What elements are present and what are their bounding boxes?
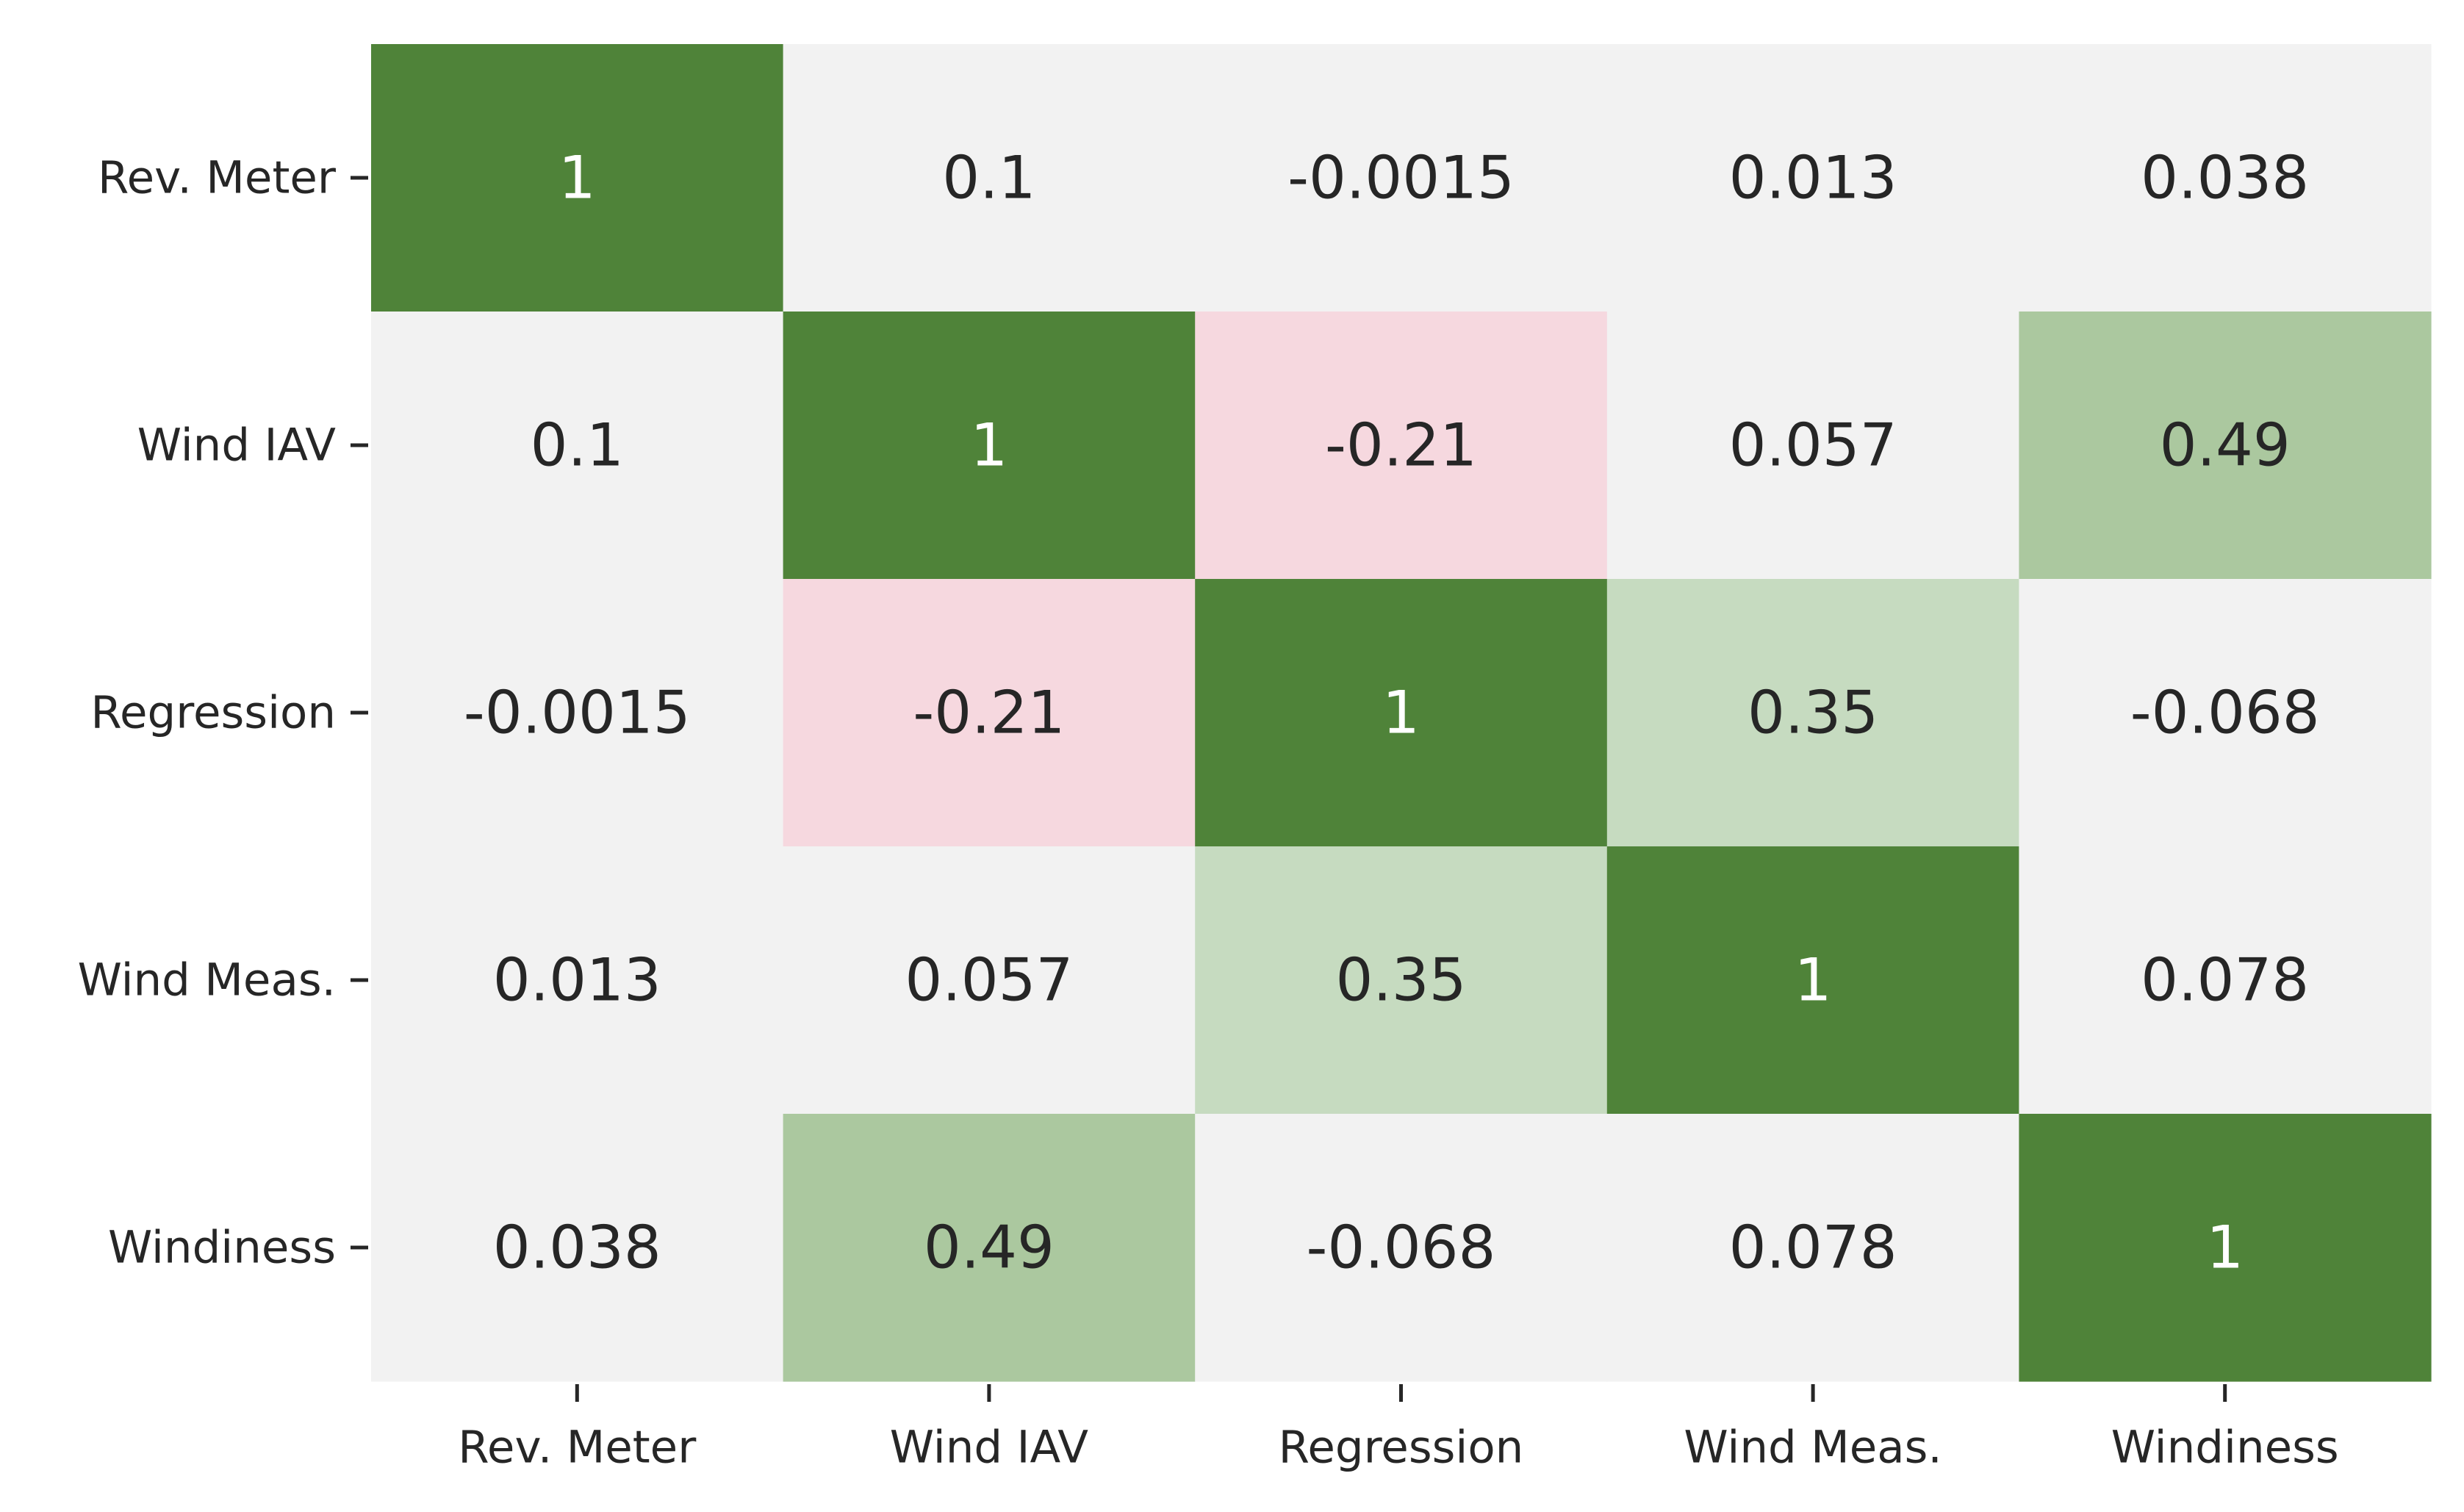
heatmap-cell-regression-rev-meter	[371, 579, 784, 847]
heatmap-cell-rev-meter-regression	[1195, 44, 1608, 312]
cell-value-label: 0.35	[1335, 946, 1466, 1015]
cell-value-label: 0.038	[2141, 144, 2309, 212]
cell-value-label: -0.0015	[464, 679, 691, 747]
y-tick-label-rev-meter: Rev. Meter	[98, 152, 337, 204]
cell-value-label: 0.078	[2141, 946, 2309, 1015]
cell-value-label: 1	[1382, 679, 1420, 747]
heatmap-cell-regression-windiness	[2019, 579, 2432, 847]
x-tick-label-wind-meas: Wind Meas.	[1684, 1422, 1942, 1474]
heatmap-cell-wind-meas-windiness	[2019, 846, 2432, 1115]
heatmap-cell-windiness-wind-meas	[1606, 1114, 2019, 1382]
cell-value-label: -0.21	[1325, 411, 1477, 480]
cell-value-label: 0.1	[531, 411, 624, 480]
cell-value-label: 1	[970, 411, 1007, 480]
heatmap-cell-windiness-wind-iav	[783, 1114, 1196, 1382]
cell-value-label: 1	[1795, 946, 1832, 1015]
heatmap-cell-rev-meter-wind-meas	[1606, 44, 2019, 312]
heatmap-cell-wind-iav-rev-meter	[371, 312, 784, 580]
heatmap-cell-windiness-regression	[1195, 1114, 1608, 1382]
heatmap-cell-rev-meter-windiness	[2019, 44, 2432, 312]
cell-value-label: 0.038	[493, 1214, 661, 1282]
cell-value-label: 0.49	[2160, 411, 2291, 480]
heatmap-cell-windiness-windiness	[2019, 1114, 2432, 1382]
heatmap-cell-rev-meter-rev-meter	[371, 44, 784, 312]
x-tick-label-windiness: Windiness	[2111, 1422, 2339, 1474]
y-tick-label-wind-iav: Wind IAV	[137, 420, 337, 472]
heatmap-cell-wind-meas-wind-meas	[1606, 846, 2019, 1115]
cells-layer	[371, 44, 2432, 1382]
heatmap-cell-regression-regression	[1195, 579, 1608, 847]
y-tick-label-windiness: Windiness	[108, 1222, 336, 1274]
cell-value-label: 0.013	[493, 946, 661, 1015]
heatmap-cell-regression-wind-meas	[1606, 579, 2019, 847]
cell-value-label: 0.057	[1729, 411, 1897, 480]
heatmap-cell-wind-meas-rev-meter	[371, 846, 784, 1115]
heatmap-cell-wind-meas-regression	[1195, 846, 1608, 1115]
cell-value-label: 0.35	[1748, 679, 1878, 747]
cell-value-label: 0.078	[1729, 1214, 1897, 1282]
cell-labels-layer: 1 0.1 -0.0015 0.013 0.038 0.1 1 -0.21 0.057 0.49 -…	[464, 144, 2320, 1282]
cell-value-label: 1	[558, 144, 596, 212]
heatmap-cell-wind-iav-wind-meas	[1606, 312, 2019, 580]
cell-value-label: 0.1	[942, 144, 1035, 212]
x-tick-label-regression: Regression	[1279, 1422, 1524, 1474]
heatmap-cell-regression-wind-iav	[783, 579, 1196, 847]
x-axis: Rev. Meter Wind IAV Regression Wind Meas. Wi…	[458, 1384, 2339, 1474]
heatmap-cell-wind-iav-wind-iav	[783, 312, 1196, 580]
cell-value-label: -0.068	[1307, 1214, 1496, 1282]
x-tick-label-rev-meter: Rev. Meter	[458, 1422, 697, 1474]
x-tick-label-wind-iav: Wind IAV	[890, 1422, 1089, 1474]
y-tick-label-regression: Regression	[90, 687, 336, 739]
heatmap-cell-wind-meas-wind-iav	[783, 846, 1196, 1115]
heatmap-cell-windiness-rev-meter	[371, 1114, 784, 1382]
cell-value-label: 0.013	[1729, 144, 1897, 212]
cell-value-label: 0.49	[924, 1214, 1055, 1282]
heatmap-cell-wind-iav-regression	[1195, 312, 1608, 580]
heatmap-cell-rev-meter-wind-iav	[783, 44, 1196, 312]
cell-value-label: -0.21	[913, 679, 1065, 747]
y-tick-label-wind-meas: Wind Meas.	[78, 954, 336, 1007]
cell-value-label: -0.0015	[1287, 144, 1515, 212]
heatmap-cell-wind-iav-windiness	[2019, 312, 2432, 580]
cell-value-label: 1	[2206, 1214, 2244, 1282]
cell-value-label: 0.057	[905, 946, 1073, 1015]
y-axis: Rev. Meter Wind IAV Regression Wind Meas. Wi…	[78, 152, 368, 1274]
cell-value-label: -0.068	[2130, 679, 2320, 747]
